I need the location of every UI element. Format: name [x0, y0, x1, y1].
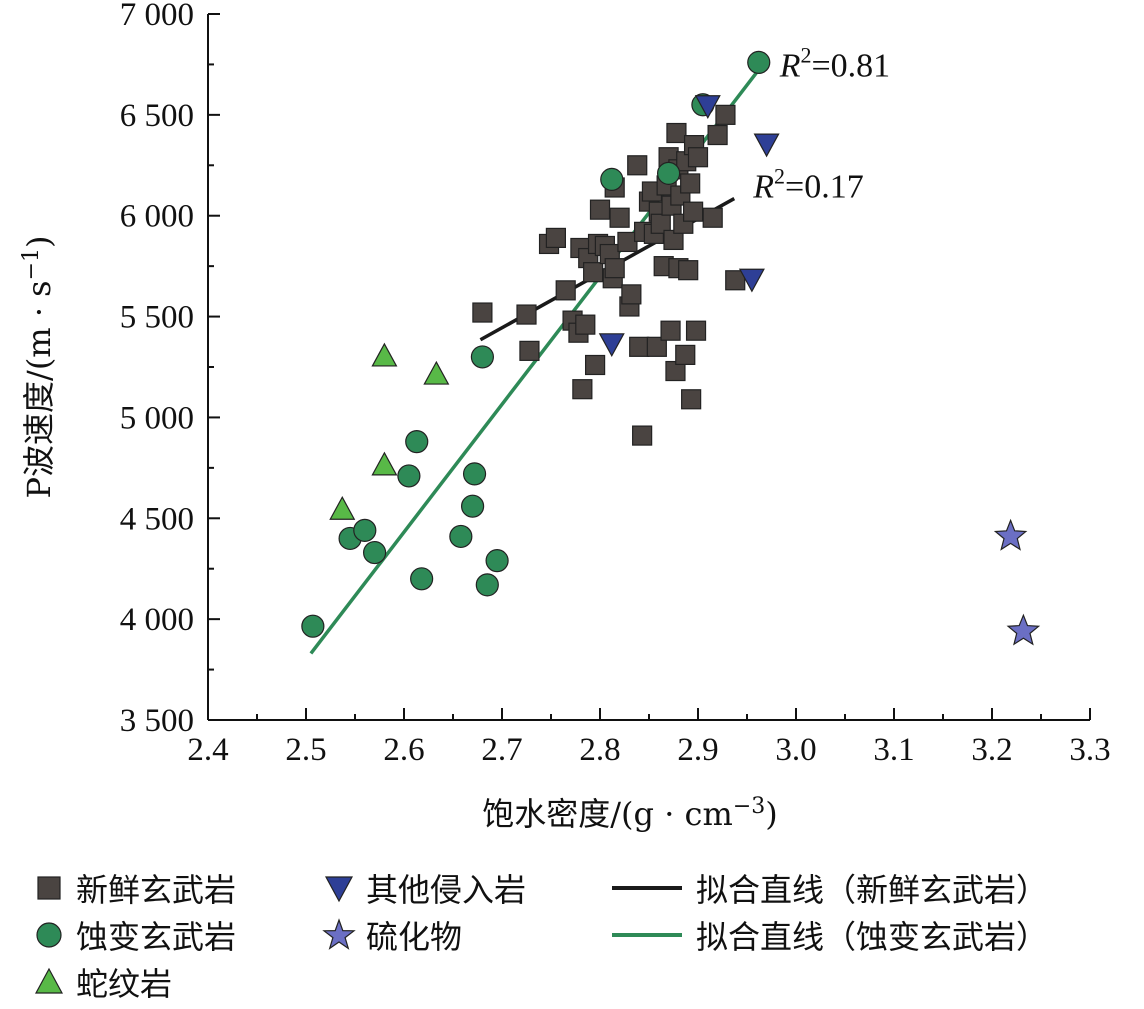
- altered-basalt-point: [397, 464, 421, 488]
- fresh-basalt-point: [715, 104, 736, 125]
- x-tick-label: 3.0: [775, 732, 816, 768]
- altered-basalt-point: [405, 430, 429, 454]
- altered-basalt-point: [461, 494, 485, 518]
- serpentinite-point: [423, 360, 450, 385]
- serpentinite-point: [371, 451, 398, 476]
- fresh-basalt-point: [702, 207, 723, 228]
- y-axis-title-text: P波速度/(m · s: [20, 280, 58, 498]
- r2-value: =0.81: [811, 48, 890, 85]
- altered-basalt-point: [363, 540, 387, 565]
- fresh-basalt-point: [472, 302, 493, 323]
- x-tick-label: 2.4: [187, 732, 228, 768]
- r2-sup: 2: [774, 164, 785, 189]
- fresh-basalt-point: [516, 304, 537, 325]
- altered-basalt-point: [600, 167, 624, 192]
- other-intrusive-point: [738, 268, 765, 293]
- fresh-basalt-point: [725, 270, 746, 291]
- other-intrusive-point: [598, 333, 625, 358]
- sulfide-point: [993, 518, 1028, 551]
- altered-basalt-point: [449, 524, 473, 549]
- x-tick-label: 2.9: [677, 732, 718, 768]
- r2-sup: 2: [800, 43, 811, 68]
- altered-basalt-point: [410, 567, 434, 591]
- fresh-basalt-point: [650, 213, 671, 234]
- fresh-basalt-point: [680, 173, 701, 194]
- x-tick-label: 3.2: [971, 732, 1012, 768]
- x-axis-title-end: ): [765, 795, 777, 833]
- fresh-basalt-point: [575, 314, 596, 335]
- x-tick-label: 2.8: [579, 732, 620, 768]
- fresh-basalt-point: [685, 320, 707, 341]
- fresh-basalt-point: [609, 207, 630, 228]
- altered-basalt-point: [462, 462, 487, 486]
- r2-label: R2=0.17: [752, 164, 863, 206]
- fresh-basalt-point: [646, 336, 667, 357]
- y-tick-label: 4 000: [120, 602, 194, 638]
- x-tick-label: 2.7: [481, 732, 522, 768]
- x-tick-label: 3.3: [1069, 732, 1110, 768]
- fresh-basalt-point: [589, 199, 611, 220]
- y-tick-label: 4 500: [120, 501, 194, 537]
- altered-basalt-point: [475, 573, 499, 597]
- fresh-basalt-point: [627, 155, 648, 176]
- y-axis-title-sup: −1: [19, 248, 44, 280]
- y-axis-title-end: ): [20, 235, 58, 247]
- fresh-basalt-point: [632, 425, 653, 446]
- serpentinite-point: [329, 495, 356, 520]
- x-tick-label: 2.6: [383, 732, 424, 768]
- fresh-basalt-point: [583, 262, 604, 283]
- fresh-basalt-point: [629, 336, 650, 357]
- y-tick-label: 6 500: [120, 98, 194, 134]
- altered-basalt-point: [301, 614, 325, 638]
- r2-label: R2=0.81: [779, 43, 890, 85]
- r2-symbol: R: [752, 169, 774, 206]
- fresh-basalt-point: [660, 320, 681, 341]
- tick-labels: 2.4 2.5 2.6 2.7 2.8 2.9 3.0 3.1 3.2 3.3 3 500 4 000…: [120, 0, 1111, 768]
- y-tick-label: 5 000: [120, 400, 194, 436]
- y-tick-label: 5 500: [120, 300, 194, 336]
- altered-basalt-point: [353, 518, 377, 542]
- fresh-basalt-point: [666, 122, 687, 144]
- altered-basalt-point: [470, 345, 494, 369]
- altered-basalt-point: [747, 50, 771, 75]
- fresh-basalt-point: [584, 354, 606, 376]
- x-axis-title: 饱水密度/(g · cm−3): [482, 794, 777, 833]
- y-tick-label: 6 000: [120, 199, 194, 235]
- fresh-basalt-point: [545, 227, 567, 249]
- data-points: [301, 50, 1041, 646]
- y-tick-label: 3 500: [120, 703, 194, 739]
- fresh-basalt-point: [621, 284, 642, 305]
- fresh-basalt-point: [675, 344, 696, 365]
- y-axis-title: P波速度/(m · s−1): [19, 235, 58, 498]
- x-axis-title-text: 饱水密度/(g · cm: [482, 795, 733, 833]
- fresh-basalt-point: [678, 260, 699, 281]
- sulfide-point: [1006, 613, 1041, 646]
- serpentinite-point: [371, 342, 398, 367]
- fresh-basalt-point: [687, 147, 709, 168]
- r2-symbol: R: [779, 48, 801, 85]
- x-axis-title-sup: −3: [733, 794, 765, 819]
- altered-basalt-point: [656, 161, 681, 185]
- other-intrusive-point: [694, 95, 721, 120]
- y-tick-label: 7 000: [120, 0, 194, 33]
- altered-basalt-point: [485, 549, 509, 573]
- fresh-basalt-point: [604, 258, 625, 279]
- r2-value: =0.17: [785, 169, 864, 206]
- fresh-basalt-point: [519, 340, 540, 361]
- x-tick-label: 2.5: [285, 732, 326, 768]
- fresh-basalt-point: [707, 124, 728, 146]
- fresh-basalt-point: [572, 379, 593, 400]
- fresh-basalt-point: [682, 201, 704, 222]
- fresh-basalt-point: [681, 389, 702, 410]
- x-tick-label: 3.1: [873, 732, 914, 768]
- fresh-basalt-point: [555, 280, 576, 301]
- other-intrusive-point: [753, 133, 780, 158]
